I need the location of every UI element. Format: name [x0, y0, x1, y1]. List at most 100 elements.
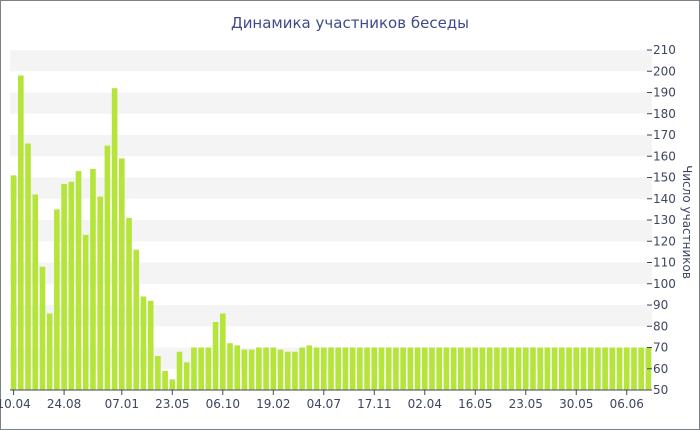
x-tick-label: 16.05 [458, 397, 492, 411]
bar [501, 347, 507, 390]
bar [299, 347, 305, 390]
bar [320, 347, 327, 390]
y-tick-label: 140 [653, 192, 676, 206]
y-tick-label: 100 [653, 277, 676, 291]
grid-band [10, 177, 652, 199]
x-tick-label: 07.01 [105, 397, 139, 411]
grid-band [10, 305, 652, 327]
bar [407, 347, 414, 390]
bar [119, 158, 125, 390]
bar [602, 347, 608, 390]
bar [544, 347, 551, 390]
bar [205, 347, 212, 390]
y-tick-label: 210 [653, 43, 676, 57]
bar [530, 347, 536, 390]
bar [551, 347, 558, 390]
grid-bands [10, 50, 652, 369]
bar [421, 347, 428, 390]
grid-band [10, 92, 652, 114]
bar [97, 196, 103, 390]
bar [256, 347, 262, 390]
bar [46, 313, 53, 390]
bar [248, 349, 255, 390]
bar [277, 349, 284, 390]
bar [385, 347, 392, 390]
bar [580, 347, 587, 390]
y-tick-label: 110 [653, 256, 676, 270]
y-tick-label: 50 [653, 383, 668, 397]
bar [18, 75, 24, 390]
bar [364, 347, 370, 390]
bar [414, 347, 421, 390]
bar [609, 347, 616, 390]
bar [328, 347, 334, 390]
bar [234, 345, 241, 390]
bar [219, 313, 226, 390]
bar [313, 347, 320, 390]
y-tick-label: 60 [653, 362, 668, 376]
bar [212, 322, 219, 390]
bar [522, 347, 529, 390]
bar [169, 379, 176, 390]
bar [458, 347, 464, 390]
x-tick-label: 19.02 [256, 397, 290, 411]
bar [32, 194, 39, 390]
bar [573, 347, 580, 390]
x-tick-label: 06.06 [610, 397, 644, 411]
y-axis-title: Число участников [680, 165, 694, 279]
bar [595, 347, 601, 390]
bar [335, 347, 342, 390]
bar [486, 347, 493, 390]
bar [371, 347, 378, 390]
bar [90, 169, 96, 390]
x-tick-label: 30.05 [559, 397, 593, 411]
bar [508, 347, 515, 390]
x-tick-label: 02.04 [408, 397, 442, 411]
bar [306, 345, 313, 390]
bar [349, 347, 356, 390]
bar [465, 347, 471, 390]
bar [623, 347, 630, 390]
y-tick-label: 200 [653, 64, 676, 78]
x-tick-label: 10.04 [0, 397, 31, 411]
y-tick-label: 190 [653, 86, 676, 100]
x-tick-label: 23.05 [155, 397, 189, 411]
bar [472, 347, 479, 390]
bar [587, 347, 594, 390]
bar [443, 347, 450, 390]
y-ticks: 50 60 70 80 90 100 110 120 130 140 150 160 170 180 190… [647, 43, 676, 397]
grid-band [10, 220, 652, 242]
grid-band [10, 50, 652, 72]
bar [515, 347, 522, 390]
x-ticks: 10.04 24.08 07.01 23.05 06.10 19.02 04.07 17.11… [0, 390, 644, 411]
bar [566, 347, 572, 390]
bar [162, 370, 168, 390]
y-tick-label: 120 [653, 234, 676, 248]
y-tick-label: 80 [653, 319, 668, 333]
x-tick-label: 06.10 [206, 397, 240, 411]
bar [126, 217, 132, 390]
bar [616, 347, 623, 390]
bar [227, 343, 233, 390]
bar [494, 347, 500, 390]
bar [429, 347, 435, 390]
x-tick-label: 24.08 [47, 397, 81, 411]
bar [292, 351, 298, 390]
bar [638, 347, 644, 390]
bar [357, 347, 363, 390]
bar [400, 347, 406, 390]
y-tick-label: 90 [653, 298, 668, 312]
bar [140, 296, 147, 390]
bar [147, 300, 154, 390]
y-tick-label: 160 [653, 149, 676, 163]
bar [342, 347, 349, 390]
y-tick-label: 70 [653, 341, 668, 355]
bar [68, 181, 75, 390]
bar [393, 347, 399, 390]
bar [10, 175, 17, 390]
bar [155, 356, 161, 390]
bar [183, 362, 190, 390]
bar [436, 347, 443, 390]
bar [25, 143, 31, 390]
